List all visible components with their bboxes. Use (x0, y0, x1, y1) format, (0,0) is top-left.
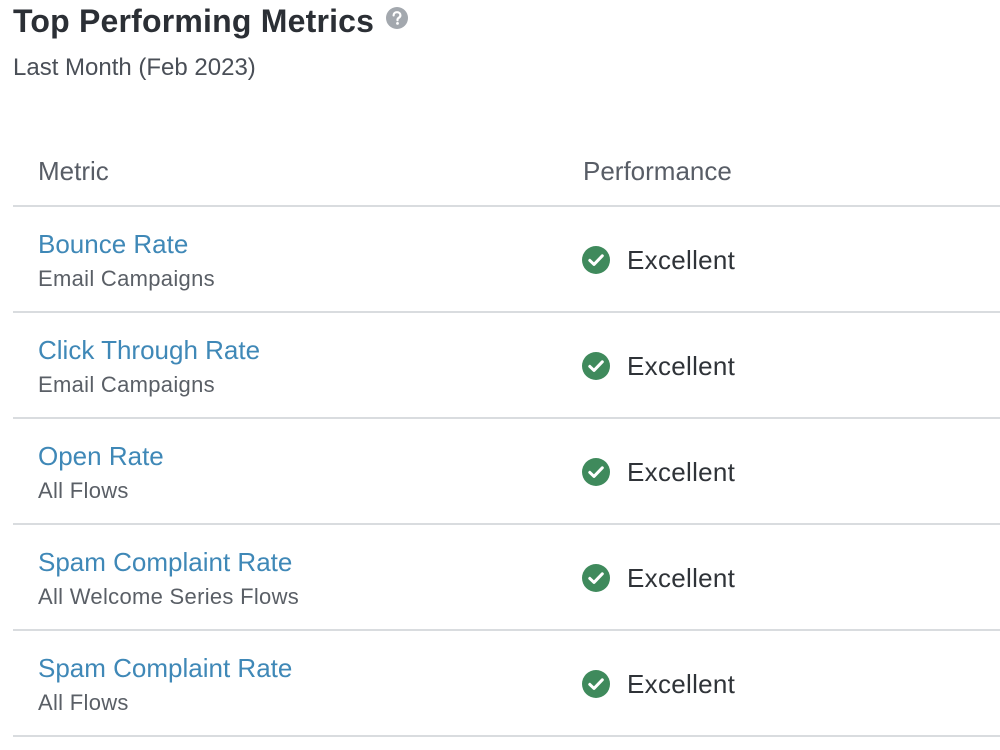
performance-cell: Excellent (582, 243, 735, 277)
table-row: Spam Complaint Rate All Flows Excellent (13, 631, 1000, 737)
metric-link[interactable]: Spam Complaint Rate (38, 653, 293, 683)
table-header: Metric Performance (13, 136, 1000, 207)
metrics-table: Metric Performance Bounce Rate Email Cam… (13, 136, 1000, 737)
title-row: Top Performing Metrics (13, 0, 993, 42)
performance-cell: Excellent (582, 349, 735, 383)
metric-link[interactable]: Spam Complaint Rate (38, 547, 293, 577)
table-row: Bounce Rate Email Campaigns Excellent (13, 207, 1000, 313)
performance-label: Excellent (627, 351, 736, 381)
performance-cell: Excellent (582, 561, 735, 595)
performance-cell: Excellent (582, 455, 735, 489)
check-circle-icon (582, 458, 610, 486)
check-circle-icon (582, 246, 610, 274)
check-circle-icon (582, 564, 610, 592)
metric-scope: All Flows (38, 478, 129, 503)
metric-scope: Email Campaigns (38, 372, 215, 397)
performance-label: Excellent (627, 669, 736, 699)
question-circle-icon[interactable] (386, 7, 409, 29)
metric-scope: All Welcome Series Flows (38, 584, 300, 609)
column-header-performance: Performance (583, 156, 732, 186)
table-row: Open Rate All Flows Excellent (13, 419, 1000, 525)
metric-link[interactable]: Click Through Rate (38, 335, 261, 365)
metric-link[interactable]: Bounce Rate (38, 229, 189, 259)
metric-link[interactable]: Open Rate (38, 441, 164, 471)
metric-scope: Email Campaigns (38, 266, 215, 291)
performance-label: Excellent (627, 563, 736, 593)
performance-label: Excellent (627, 245, 736, 275)
check-circle-icon (582, 670, 610, 698)
column-header-metric: Metric (38, 156, 109, 186)
table-row: Spam Complaint Rate All Welcome Series F… (13, 525, 1000, 631)
performance-label: Excellent (627, 457, 736, 487)
table-row: Click Through Rate Email Campaigns Excel… (13, 313, 1000, 419)
performance-cell: Excellent (582, 667, 735, 701)
check-circle-icon (582, 352, 610, 380)
panel-header: Top Performing Metrics Last Month (Feb 2… (13, 0, 993, 85)
metric-scope: All Flows (38, 690, 129, 715)
page-title: Top Performing Metrics (13, 3, 375, 39)
date-range-subtitle: Last Month (Feb 2023) (13, 54, 256, 81)
